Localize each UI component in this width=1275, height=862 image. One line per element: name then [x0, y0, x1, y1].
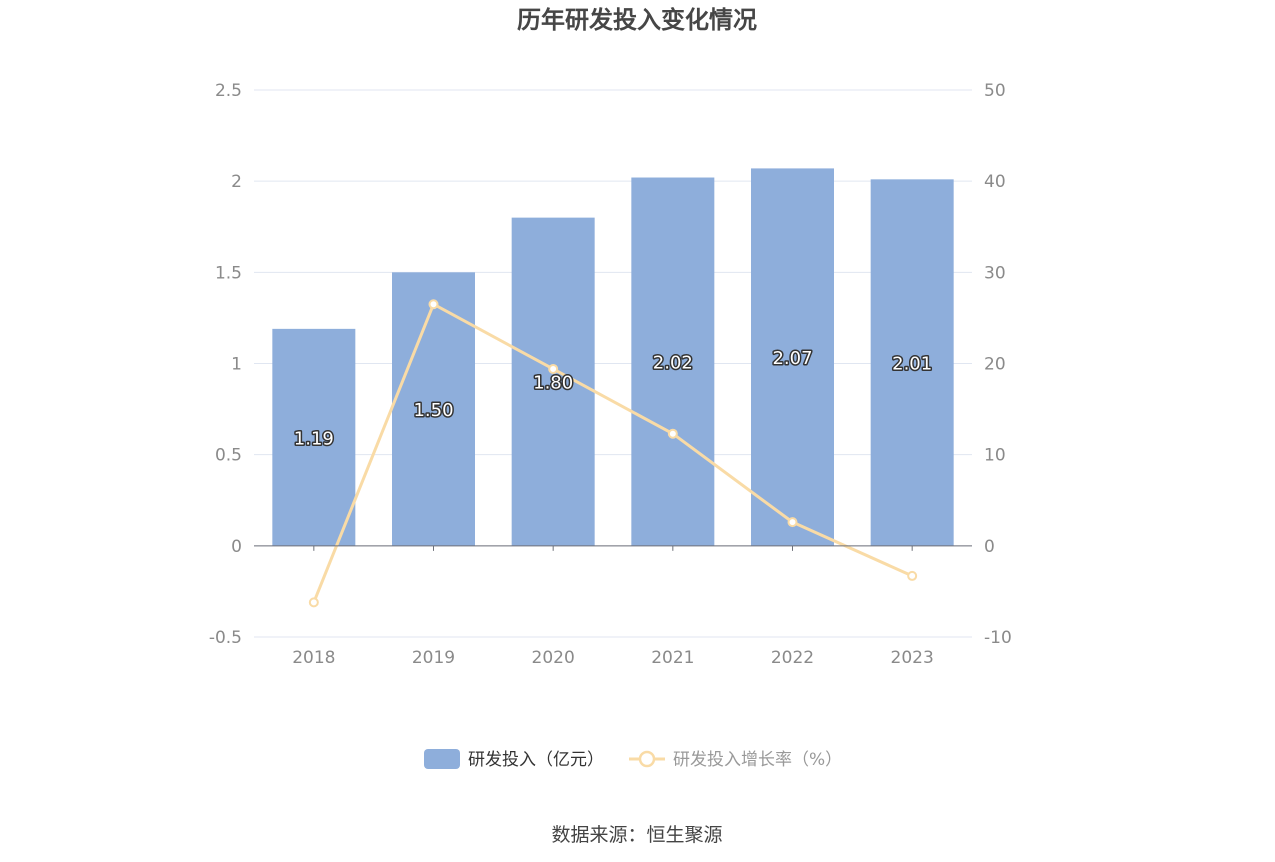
- y-right-tick-label: 0: [984, 537, 995, 557]
- y-right-tick-label: 50: [984, 81, 1006, 101]
- bar: [870, 179, 954, 546]
- y-left-tick-label: 0.5: [215, 446, 242, 466]
- bar: [631, 177, 715, 546]
- growth-point: [428, 299, 439, 310]
- x-tick-label: 2021: [651, 648, 694, 668]
- growth-point: [787, 517, 798, 528]
- y-left-tick-label: 2: [231, 172, 242, 192]
- growth-point: [308, 597, 319, 608]
- legend[interactable]: 研发投入（亿元） 研发投入增长率（%）: [424, 749, 842, 770]
- legend-bar-label: 研发投入（亿元）: [468, 750, 604, 770]
- bar-value-label: 2.01: [892, 354, 932, 375]
- bar-value-label: 2.02: [653, 353, 693, 374]
- x-tick-label: 2022: [771, 648, 814, 668]
- chart-title: 历年研发投入变化情况: [517, 6, 757, 34]
- legend-bar-swatch: [424, 749, 460, 769]
- y-left-tick-label: 0: [231, 537, 242, 557]
- x-tick-label: 2020: [532, 648, 575, 668]
- growth-point: [907, 570, 918, 581]
- bar-value-label: 1.19: [294, 428, 334, 449]
- y-right-tick-label: 20: [984, 355, 1006, 375]
- y-left-tick-label: 2.5: [215, 81, 242, 101]
- y-left-tick-label: 1: [231, 355, 242, 375]
- bar: [751, 168, 834, 546]
- y-right-tick-label: 40: [984, 172, 1006, 192]
- y-left-tick-label: 1.5: [215, 263, 242, 283]
- y-right-tick-label: 10: [984, 446, 1006, 466]
- x-tick-label: 2023: [891, 648, 934, 668]
- growth-point: [548, 363, 559, 374]
- x-tick-label: 2019: [412, 648, 455, 668]
- bar: [272, 328, 356, 546]
- bar: [511, 217, 595, 546]
- legend-line-label: 研发投入增长率（%）: [673, 750, 842, 770]
- legend-line-marker: [638, 750, 656, 768]
- growth-point: [667, 428, 678, 439]
- y-right-tick-label: 30: [984, 263, 1006, 283]
- bar-labels: 1.19 1.50 1.80 2.02 2.07 2.01: [292, 347, 933, 451]
- growth-line: [308, 299, 918, 608]
- bar-value-label: 2.07: [772, 348, 812, 369]
- bar-value-label: 1.80: [533, 373, 573, 394]
- x-tick-label: 2018: [292, 648, 335, 668]
- axes: -0.5 -10 0 0 0.5 10 1 20 1.5 30 2 40 2.5 50 2018 2019 20…: [209, 81, 1012, 668]
- growth-line-path: [312, 302, 913, 603]
- data-source: 数据来源：恒生聚源: [551, 824, 722, 846]
- y-right-tick-label: -10: [984, 628, 1012, 648]
- y-left-tick-label: -0.5: [209, 628, 242, 648]
- bar-value-label: 1.50: [413, 400, 453, 421]
- bars: [272, 168, 954, 546]
